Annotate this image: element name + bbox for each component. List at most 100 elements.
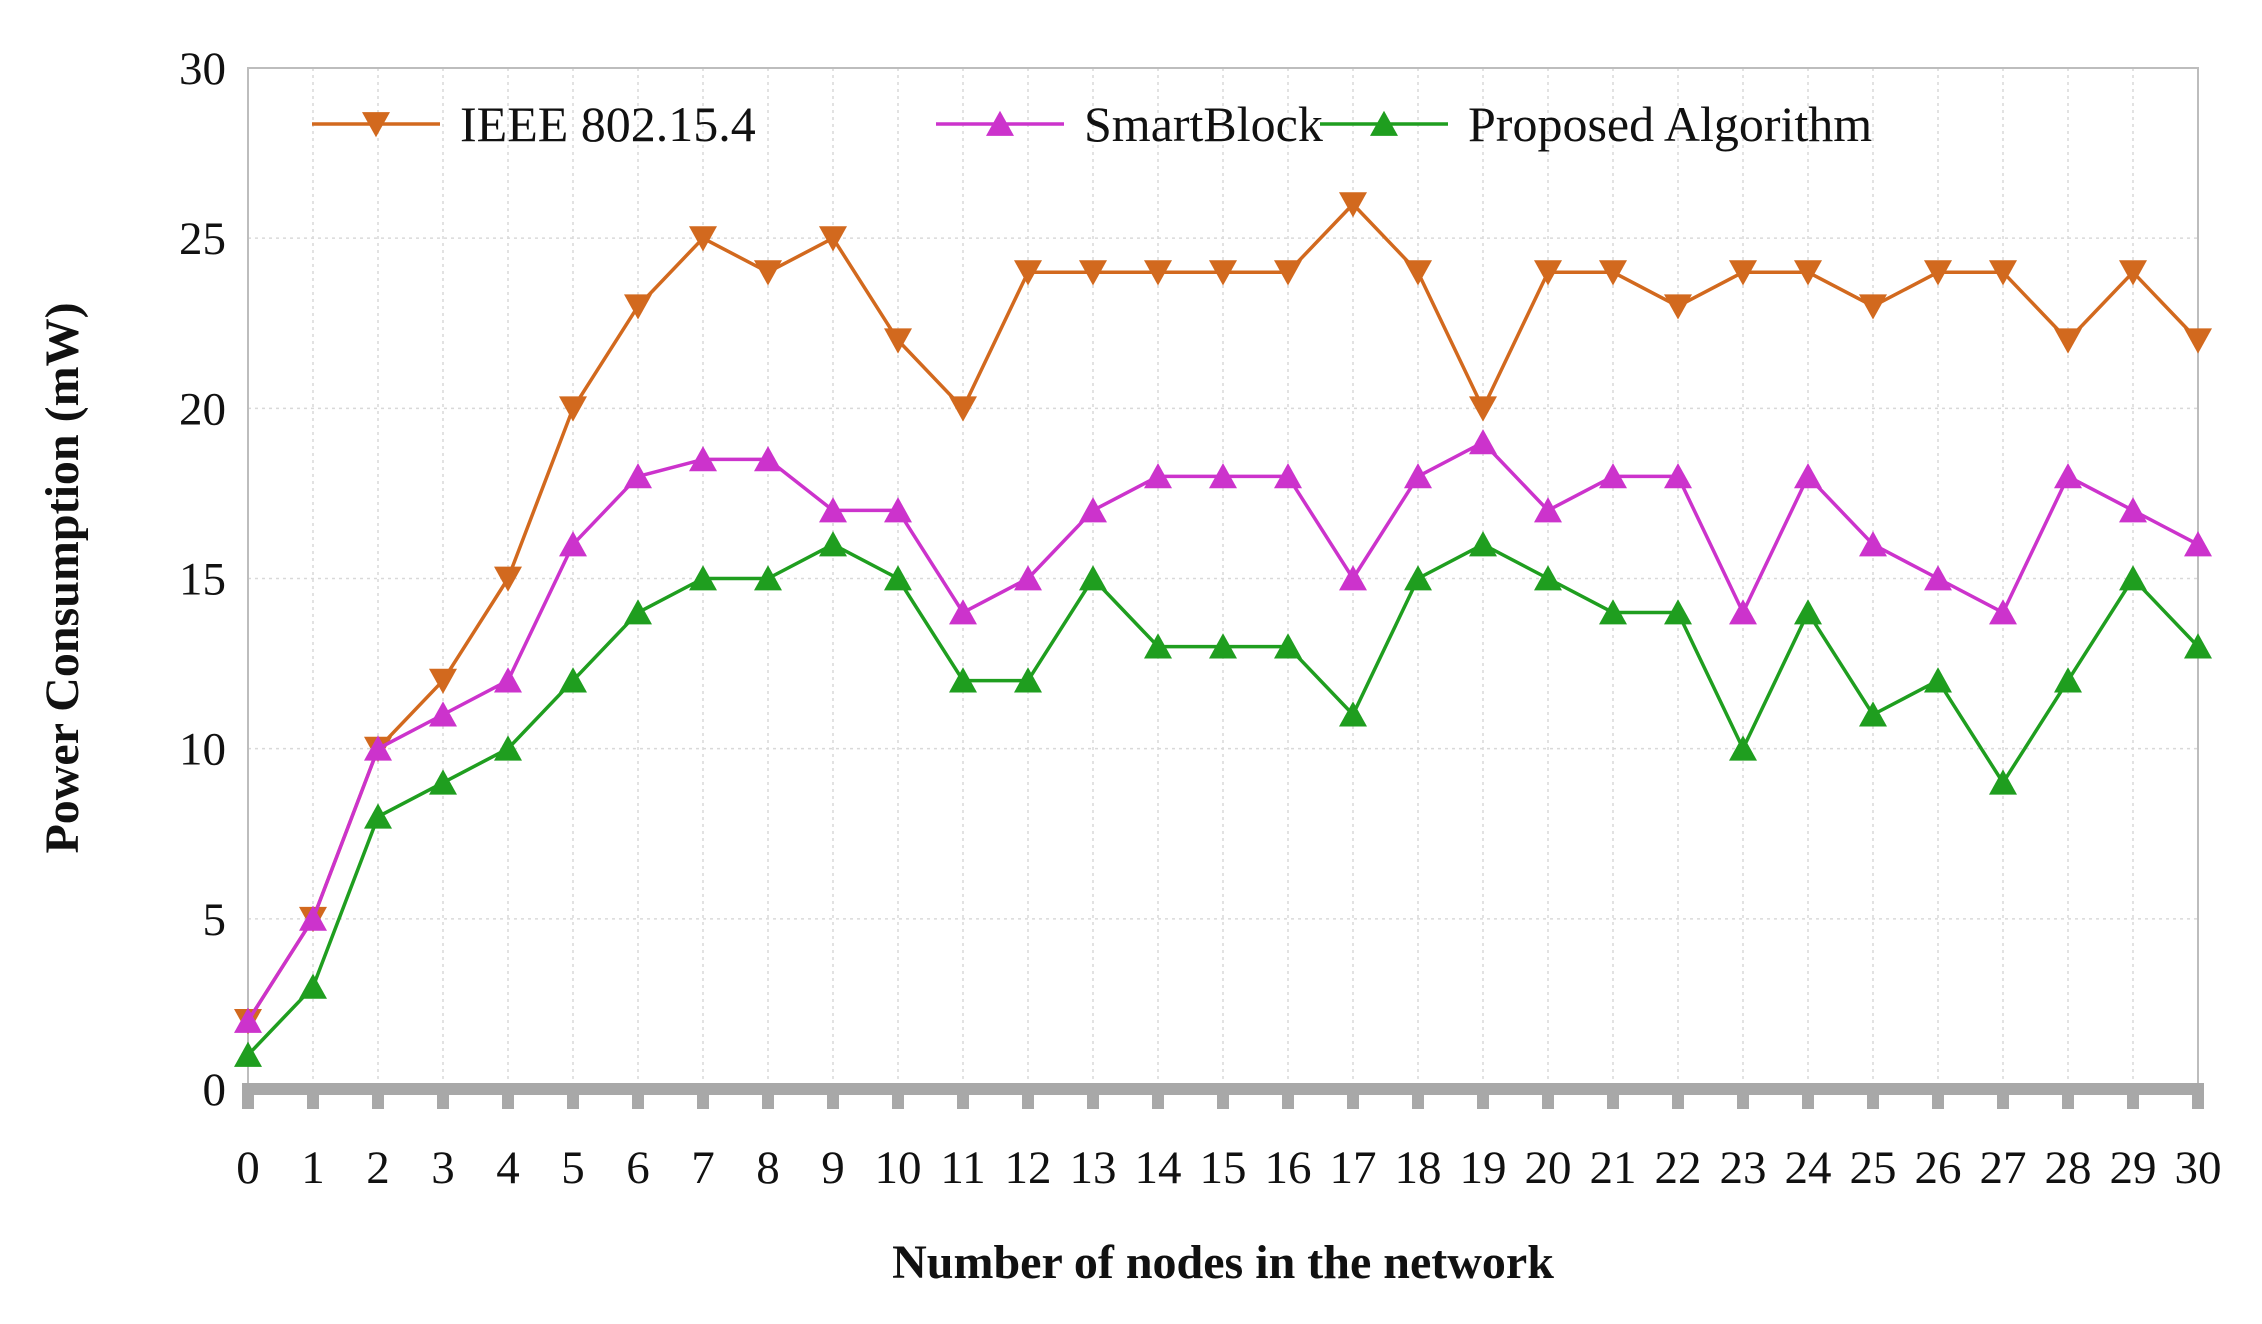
legend[interactable]: IEEE 802.15.4 SmartBlock Proposed Algorith… <box>312 96 1872 152</box>
data-point-ieee-802-15-4 <box>689 226 717 252</box>
data-point-ieee-802-15-4 <box>1209 260 1237 286</box>
x-axis-tick <box>1152 1091 1164 1109</box>
data-point-smartblock <box>1144 463 1172 489</box>
x-axis-title: Number of nodes in the network <box>892 1236 1554 1289</box>
x-axis-tick <box>892 1091 904 1109</box>
data-point-proposed-algorithm <box>364 803 392 829</box>
x-axis-tick <box>762 1091 774 1109</box>
x-axis-tick <box>1997 1091 2009 1109</box>
data-point-ieee-802-15-4 <box>1924 260 1952 286</box>
data-point-proposed-algorithm <box>1274 633 1302 659</box>
data-point-smartblock <box>1339 565 1367 591</box>
data-point-ieee-802-15-4 <box>1599 260 1627 286</box>
data-point-ieee-802-15-4 <box>1729 260 1757 286</box>
data-point-proposed-algorithm <box>1859 701 1887 727</box>
data-point-smartblock <box>884 497 912 523</box>
data-point-proposed-algorithm <box>2184 633 2212 659</box>
data-point-proposed-algorithm <box>559 667 587 693</box>
data-point-ieee-802-15-4 <box>819 226 847 252</box>
data-point-smartblock <box>1079 497 1107 523</box>
x-tick-label: 17 <box>1330 1142 1377 1194</box>
data-point-smartblock <box>1599 463 1627 489</box>
x-tick-label: 18 <box>1395 1142 1442 1194</box>
x-tick-label: 6 <box>626 1142 650 1194</box>
data-point-ieee-802-15-4 <box>754 260 782 286</box>
x-tick-label: 4 <box>496 1142 520 1194</box>
data-point-proposed-algorithm <box>1729 735 1757 761</box>
x-axis-tick <box>1022 1091 1034 1109</box>
x-tick-label: 28 <box>2045 1142 2092 1194</box>
series-proposed-algorithm <box>234 531 2212 1067</box>
data-point-proposed-algorithm <box>819 531 847 557</box>
data-point-smartblock <box>364 735 392 761</box>
data-point-smartblock <box>624 463 652 489</box>
legend-label-proposed-algorithm: Proposed Algorithm <box>1468 96 1872 152</box>
x-axis-tick <box>242 1091 254 1109</box>
data-point-proposed-algorithm <box>1664 599 1692 625</box>
legend-marker-smartblock <box>986 110 1014 136</box>
series <box>234 192 2212 1067</box>
y-tick-label: 15 <box>179 554 226 606</box>
data-point-smartblock <box>754 446 782 472</box>
x-tick-label: 2 <box>366 1142 390 1194</box>
data-point-smartblock <box>1859 531 1887 557</box>
y-tick-label: 10 <box>179 724 226 776</box>
data-point-smartblock <box>1014 565 1042 591</box>
data-point-proposed-algorithm <box>689 565 717 591</box>
y-tick-label: 25 <box>179 213 226 265</box>
x-axis-tick <box>437 1091 449 1109</box>
data-point-proposed-algorithm <box>884 565 912 591</box>
x-tick-label: 13 <box>1070 1142 1117 1194</box>
data-point-ieee-802-15-4 <box>1534 260 1562 286</box>
data-point-proposed-algorithm <box>234 1041 262 1067</box>
x-axis-tick <box>632 1091 644 1109</box>
x-axis-tick <box>1672 1091 1684 1109</box>
data-point-smartblock <box>494 667 522 693</box>
x-axis-tick <box>697 1091 709 1109</box>
data-point-proposed-algorithm <box>2054 667 2082 693</box>
data-point-ieee-802-15-4 <box>494 566 522 592</box>
x-axis-tick <box>567 1091 579 1109</box>
legend-item-ieee-802-15-4[interactable]: IEEE 802.15.4 <box>312 96 756 152</box>
data-point-smartblock <box>2054 463 2082 489</box>
x-axis-tick <box>1737 1091 1749 1109</box>
data-point-ieee-802-15-4 <box>2119 260 2147 286</box>
legend-marker-ieee-802-15-4 <box>362 112 390 138</box>
data-point-ieee-802-15-4 <box>1404 260 1432 286</box>
data-point-proposed-algorithm <box>949 667 977 693</box>
data-point-smartblock <box>1469 429 1497 455</box>
data-point-proposed-algorithm <box>494 735 522 761</box>
data-point-proposed-algorithm <box>1599 599 1627 625</box>
data-point-ieee-802-15-4 <box>559 396 587 422</box>
data-point-smartblock <box>234 1007 262 1033</box>
x-axis-tick <box>1542 1091 1554 1109</box>
data-point-smartblock <box>1274 463 1302 489</box>
data-point-smartblock <box>689 446 717 472</box>
data-point-smartblock <box>559 531 587 557</box>
legend-item-smartblock[interactable]: SmartBlock <box>936 96 1323 152</box>
legend-item-proposed-algorithm[interactable]: Proposed Algorithm <box>1320 96 1872 152</box>
data-point-ieee-802-15-4 <box>1794 260 1822 286</box>
data-point-proposed-algorithm <box>1794 599 1822 625</box>
data-point-proposed-algorithm <box>1339 701 1367 727</box>
data-point-smartblock <box>2119 497 2147 523</box>
data-point-ieee-802-15-4 <box>1339 192 1367 218</box>
data-point-proposed-algorithm <box>429 769 457 795</box>
x-tick-label: 3 <box>431 1142 455 1194</box>
data-point-smartblock <box>2184 531 2212 557</box>
data-point-proposed-algorithm <box>1989 769 2017 795</box>
y-tick-label: 5 <box>203 894 227 946</box>
data-point-proposed-algorithm <box>624 599 652 625</box>
data-point-proposed-algorithm <box>1079 565 1107 591</box>
x-tick-label: 22 <box>1655 1142 1702 1194</box>
data-point-smartblock <box>1794 463 1822 489</box>
data-point-smartblock <box>819 497 847 523</box>
data-point-ieee-802-15-4 <box>1079 260 1107 286</box>
legend-marker-proposed-algorithm <box>1370 110 1398 136</box>
data-point-proposed-algorithm <box>1924 667 1952 693</box>
x-tick-label: 8 <box>756 1142 780 1194</box>
data-point-proposed-algorithm <box>1014 667 1042 693</box>
legend-label-smartblock: SmartBlock <box>1084 96 1323 152</box>
x-tick-label: 9 <box>821 1142 845 1194</box>
